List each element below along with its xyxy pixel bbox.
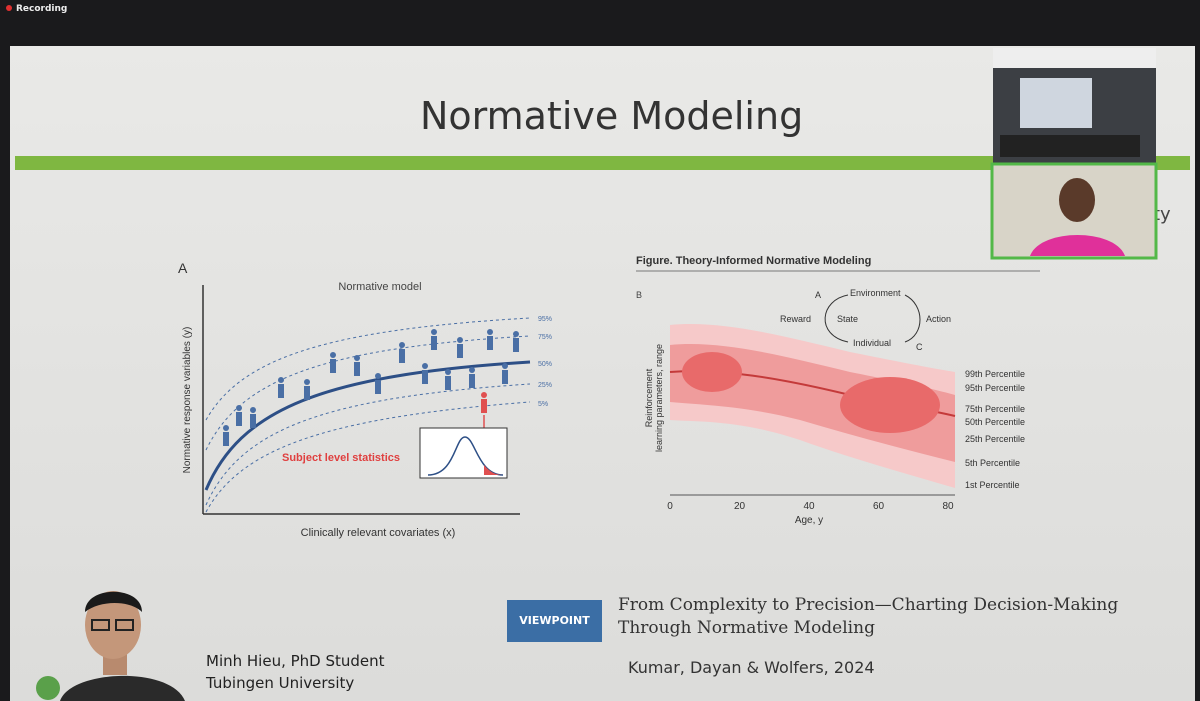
figure-caption: Figure. Theory-Informed Normative Modeli… (636, 255, 871, 267)
loop-arrow (824, 294, 849, 343)
recording-indicator: Recording (6, 4, 67, 14)
glasses (115, 619, 134, 631)
edit-button[interactable] (36, 676, 60, 700)
green-bar (15, 156, 1190, 170)
person-body (1030, 235, 1125, 256)
percentile-labels: 95% 75% 50% 25% 5% (538, 316, 552, 408)
loop-label: Reward (780, 314, 811, 324)
recording-dot (6, 5, 12, 11)
people (223, 329, 519, 446)
slide: Normative Modeling ty VIEWPOINT From Com… (10, 46, 1195, 701)
percentile-label: 25th Percentile (965, 434, 1025, 444)
figure-a: A Normative model (178, 260, 552, 539)
dashed-curve (205, 335, 531, 451)
loop-arrow (904, 294, 921, 343)
loop-label: Action (926, 314, 951, 324)
percentile-label: 75th Percentile (965, 404, 1025, 414)
paper-title: From Complexity to Precision—Charting De… (618, 594, 1118, 640)
loop-diagram: A Environment Reward State Action Indivi… (780, 288, 951, 352)
x-tick-label: 60 (873, 501, 885, 512)
presenter-body (60, 675, 185, 701)
presenter: Minh Hieu, PhD Student Tubingen Universi… (206, 650, 385, 694)
panel-label: B (636, 290, 642, 300)
percentile-label: 1st Percentile (965, 480, 1020, 490)
dashed-curve (205, 317, 531, 421)
dashed-curve (205, 401, 531, 513)
paper-title-line: Through Normative Modeling (618, 618, 875, 638)
percentile-label: 99th Percentile (965, 369, 1025, 379)
cluster (682, 352, 742, 392)
x-label: Clinically relevant covariates (x) (301, 527, 456, 539)
percentile-labels: 99th Percentile 95th Percentile 75th Perce… (965, 369, 1025, 490)
x-tick-label: 0 (667, 501, 673, 512)
y-label: Reinforcement (644, 368, 654, 427)
presenter-video (36, 591, 185, 701)
presenter-hair (85, 591, 142, 612)
presenter-face (85, 591, 141, 659)
x-tick-label: 80 (942, 501, 954, 512)
dashed-curve (205, 383, 531, 506)
viewpoint-badge: VIEWPOINT (507, 600, 602, 642)
recording-label: Recording (16, 4, 68, 14)
distribution-tail (484, 465, 503, 475)
percentile-label: 95th Percentile (965, 383, 1025, 393)
panel-label: A (178, 260, 188, 276)
presenter-name: Minh Hieu, PhD Student (206, 652, 385, 670)
glasses (91, 619, 110, 631)
presenter-affiliation: Tubingen University (206, 674, 355, 692)
percentile-label: 5th Percentile (965, 458, 1020, 468)
participant-videos (990, 48, 1158, 260)
loop-label: Environment (850, 288, 901, 298)
percentile-label: 25% (538, 382, 552, 389)
citation: Kumar, Dayan & Wolfers, 2024 (628, 658, 875, 677)
person-head (1059, 178, 1095, 222)
y-label: learning parameters, range (654, 344, 664, 452)
paper-title-line: From Complexity to Precision—Charting De… (618, 595, 1119, 615)
y-label: Normative response variables (y) (182, 327, 193, 474)
cluster (840, 377, 940, 433)
subject (481, 392, 487, 398)
room-screen (1020, 78, 1092, 128)
loop-label: State (837, 314, 858, 324)
x-tick-label: 20 (734, 501, 746, 512)
subject (481, 399, 487, 413)
x-ticks: 0 20 40 60 80 (667, 501, 954, 512)
room-desk (1000, 135, 1140, 157)
slide-title: Normative Modeling (420, 94, 804, 138)
x-tick-label: 40 (803, 501, 815, 512)
video-toolbar (993, 48, 1156, 68)
loop-label: Individual (853, 338, 891, 348)
percentile-label: 50% (538, 361, 552, 368)
median-curve (204, 360, 531, 491)
percentile-label: 5% (538, 401, 548, 408)
percentile-label: 95% (538, 316, 552, 323)
distribution (427, 436, 504, 476)
inset-box (419, 427, 508, 479)
percentile-label: 50th Percentile (965, 417, 1025, 427)
loop-label: C (916, 342, 923, 352)
percentile-label: 75% (538, 334, 552, 341)
annotation: Subject level statistics (282, 452, 400, 464)
x-label: Age, y (795, 515, 823, 526)
figure-b: Figure. Theory-Informed Normative Modeli… (636, 255, 1040, 526)
figure-title: Normative model (338, 281, 421, 293)
loop-label: A (815, 290, 821, 300)
